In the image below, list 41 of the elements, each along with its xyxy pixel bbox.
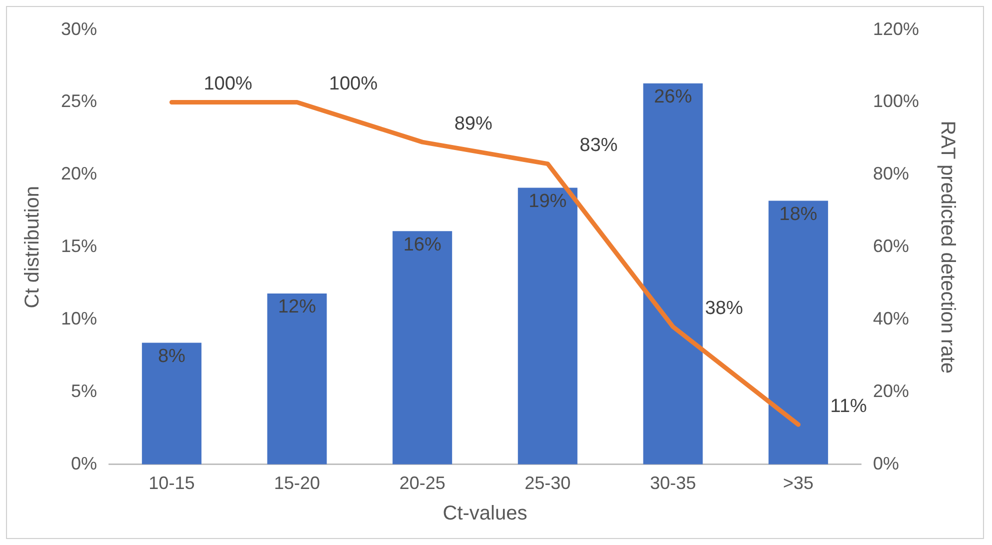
data-label: 16%: [403, 234, 442, 256]
y-tick-label: 25%: [60, 91, 98, 112]
y-tick-label: 5%: [71, 380, 98, 401]
y2-tick-label: 0%: [872, 453, 899, 474]
y-tick-label: 15%: [60, 236, 98, 256]
y-tick-label: 30%: [60, 18, 98, 39]
y-tick-label: 0%: [71, 453, 98, 474]
bar: [142, 342, 202, 464]
y2-tick-label: 60%: [872, 236, 909, 256]
data-label: 83%: [580, 135, 618, 156]
data-label: 19%: [528, 190, 567, 212]
data-label: 89%: [454, 113, 492, 134]
x-tick-label: 10-15: [148, 473, 195, 494]
y-tick-label: 20%: [60, 164, 98, 184]
data-label: 38%: [704, 298, 744, 320]
x-tick-label: 25-30: [524, 473, 571, 494]
y2-tick-label: 80%: [872, 164, 909, 184]
data-label: 18%: [779, 204, 818, 225]
y2-tick-label: 120%: [872, 18, 920, 39]
data-label: 8%: [158, 346, 186, 367]
x-tick-label: 30-35: [650, 473, 696, 494]
y2-tick-label: 100%: [872, 91, 920, 112]
y2-tick-label: 40%: [872, 308, 909, 328]
bar: [392, 231, 452, 464]
y2-tick-label: 20%: [872, 380, 909, 401]
data-label: 26%: [654, 86, 692, 108]
bar: [267, 293, 327, 464]
bar: [768, 200, 828, 464]
data-label: 11%: [830, 396, 868, 417]
data-label: 12%: [278, 296, 316, 318]
data-label: 100%: [329, 73, 378, 94]
y-tick-label: 10%: [60, 308, 98, 328]
x-tick-label: 15-20: [274, 473, 320, 494]
bar: [643, 83, 703, 464]
x-tick-label: 20-25: [399, 473, 446, 494]
y-axis-title: Ct distribution: [22, 186, 44, 308]
bar: [518, 188, 578, 464]
y2-axis-title: RAT predicted detection rate: [936, 120, 958, 374]
x-axis-title: Ct-values: [442, 502, 528, 525]
data-label: 100%: [204, 73, 252, 94]
x-tick-label: >35: [783, 473, 814, 494]
